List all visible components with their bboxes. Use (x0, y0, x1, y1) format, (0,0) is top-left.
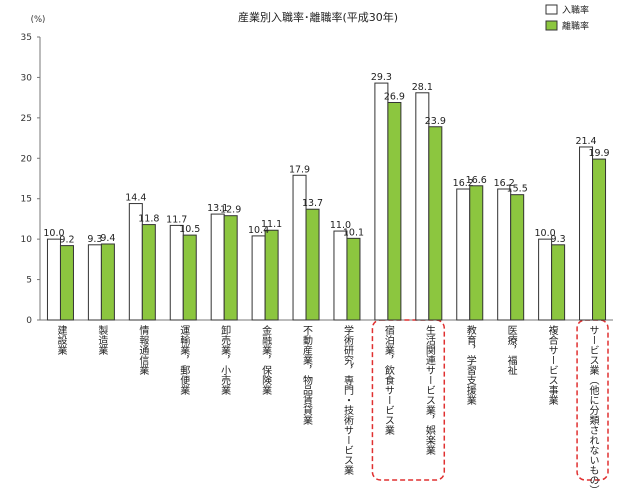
value-label: 12.9 (220, 205, 241, 216)
value-label: 10.1 (343, 227, 364, 238)
value-label: 23.9 (425, 116, 446, 127)
bar-entry-rate (374, 82, 389, 321)
value-label: 10.0 (43, 228, 64, 239)
category-label: 教育，学習支援業 (464, 324, 476, 406)
y-tick-label: 30 (21, 73, 33, 83)
value-label: 11.8 (138, 214, 159, 225)
bar-separation-rate (592, 158, 607, 321)
bar-separation-rate (100, 243, 115, 321)
category-label: 複合サービス事業 (546, 324, 558, 406)
bar-separation-rate (387, 101, 402, 321)
bar-separation-rate (510, 194, 525, 321)
bar-separation-rate (346, 237, 361, 321)
bar-entry-rate (333, 230, 348, 321)
bar-entry-rate (579, 146, 594, 321)
legend-label: 入職率 (562, 4, 589, 16)
value-label: 10.5 (179, 224, 200, 235)
y-tick-label: 35 (21, 33, 32, 43)
bar-separation-rate (182, 234, 197, 321)
value-label: 16.2 (494, 178, 515, 189)
value-label: 11.1 (261, 219, 282, 230)
bars (46, 82, 607, 321)
category-label: 宿泊業，飲食サービス業 (382, 324, 394, 436)
legend-label: 離職率 (562, 20, 589, 32)
value-label: 11.7 (166, 214, 187, 225)
bar-separation-rate (305, 208, 320, 321)
legend-swatch (545, 4, 558, 15)
category-label: 生活関連サービス業，娯楽業 (423, 324, 435, 456)
value-label: 10.4 (248, 225, 269, 236)
highlight-boxes (371, 319, 609, 481)
bar-separation-rate (223, 215, 238, 321)
y-tick-label: 0 (26, 316, 32, 326)
value-label: 9.3 (87, 234, 102, 245)
bar-separation-rate (428, 126, 443, 321)
y-tick-label: 25 (21, 114, 32, 124)
category-label: 卸売業，小売業 (219, 324, 231, 396)
value-labels: 10.09.2 9.39.414.411.8 11.710.513.112.910.… (43, 72, 609, 246)
highlight-box (576, 319, 609, 481)
category-label: 医療，福祉 (505, 325, 517, 375)
category-label: サービス業（他に分類されないもの） (587, 325, 599, 488)
value-label: 16.2 (453, 178, 474, 189)
highlight-box (371, 319, 446, 481)
value-label: 9.2 (59, 235, 74, 246)
bar-separation-rate (551, 244, 566, 321)
value-label: 11.0 (330, 220, 351, 231)
value-label: 10.0 (535, 228, 556, 239)
bar-entry-rate (292, 174, 307, 321)
bar-entry-rate (538, 238, 553, 321)
value-label: 21.4 (575, 136, 596, 147)
category-label: 学術研究，専門・技術サービス業 (341, 324, 353, 476)
category-label: 情報通信業 (137, 324, 149, 376)
bar-entry-rate (210, 213, 225, 321)
category-label: 建設業 (55, 324, 67, 356)
bar-entry-rate (497, 188, 512, 321)
y-tick-label: 15 (21, 195, 32, 205)
y-axis-unit: (%) (31, 15, 46, 25)
value-label: 13.1 (207, 203, 228, 214)
bar-entry-rate (251, 235, 266, 321)
bar-entry-rate (46, 238, 61, 321)
value-label: 19.9 (588, 148, 609, 159)
y-tick-label: 20 (21, 154, 33, 164)
value-label: 13.7 (302, 198, 323, 209)
bar-separation-rate (469, 185, 484, 321)
value-label: 28.1 (412, 82, 433, 93)
bar-separation-rate (264, 229, 279, 321)
category-labels: 建設業 製造業 情報通信業 運輸業，郵便業 卸売業，小売業 金融業，保険業 不動産業，物品賃… (55, 324, 599, 488)
bar-entry-rate (415, 92, 430, 321)
value-label: 29.3 (371, 72, 392, 83)
bar-entry-rate (456, 188, 471, 321)
y-tick-label: 10 (21, 235, 33, 245)
value-label: 17.9 (289, 164, 310, 175)
chart-title: 産業別入職率･離職率(平成30年) (238, 10, 398, 24)
category-label: 不動産業，物品賃貸業 (301, 325, 313, 426)
value-label: 26.9 (384, 91, 405, 102)
category-label: 金融業，保険業 (260, 324, 272, 396)
value-label: 14.4 (125, 193, 146, 204)
value-label: 15.5 (507, 184, 528, 195)
value-label: 9.3 (551, 234, 566, 245)
category-label: 運輸業，郵便業 (178, 325, 190, 396)
category-label: 製造業 (96, 324, 108, 356)
bar-separation-rate (141, 224, 156, 321)
y-tick-label: 5 (26, 276, 32, 286)
legend-swatch (545, 20, 558, 31)
bar-separation-rate (59, 245, 74, 321)
bar-entry-rate (169, 224, 184, 321)
value-label: 16.6 (466, 175, 487, 186)
bar-entry-rate (87, 244, 102, 321)
value-label: 9.4 (100, 233, 115, 244)
